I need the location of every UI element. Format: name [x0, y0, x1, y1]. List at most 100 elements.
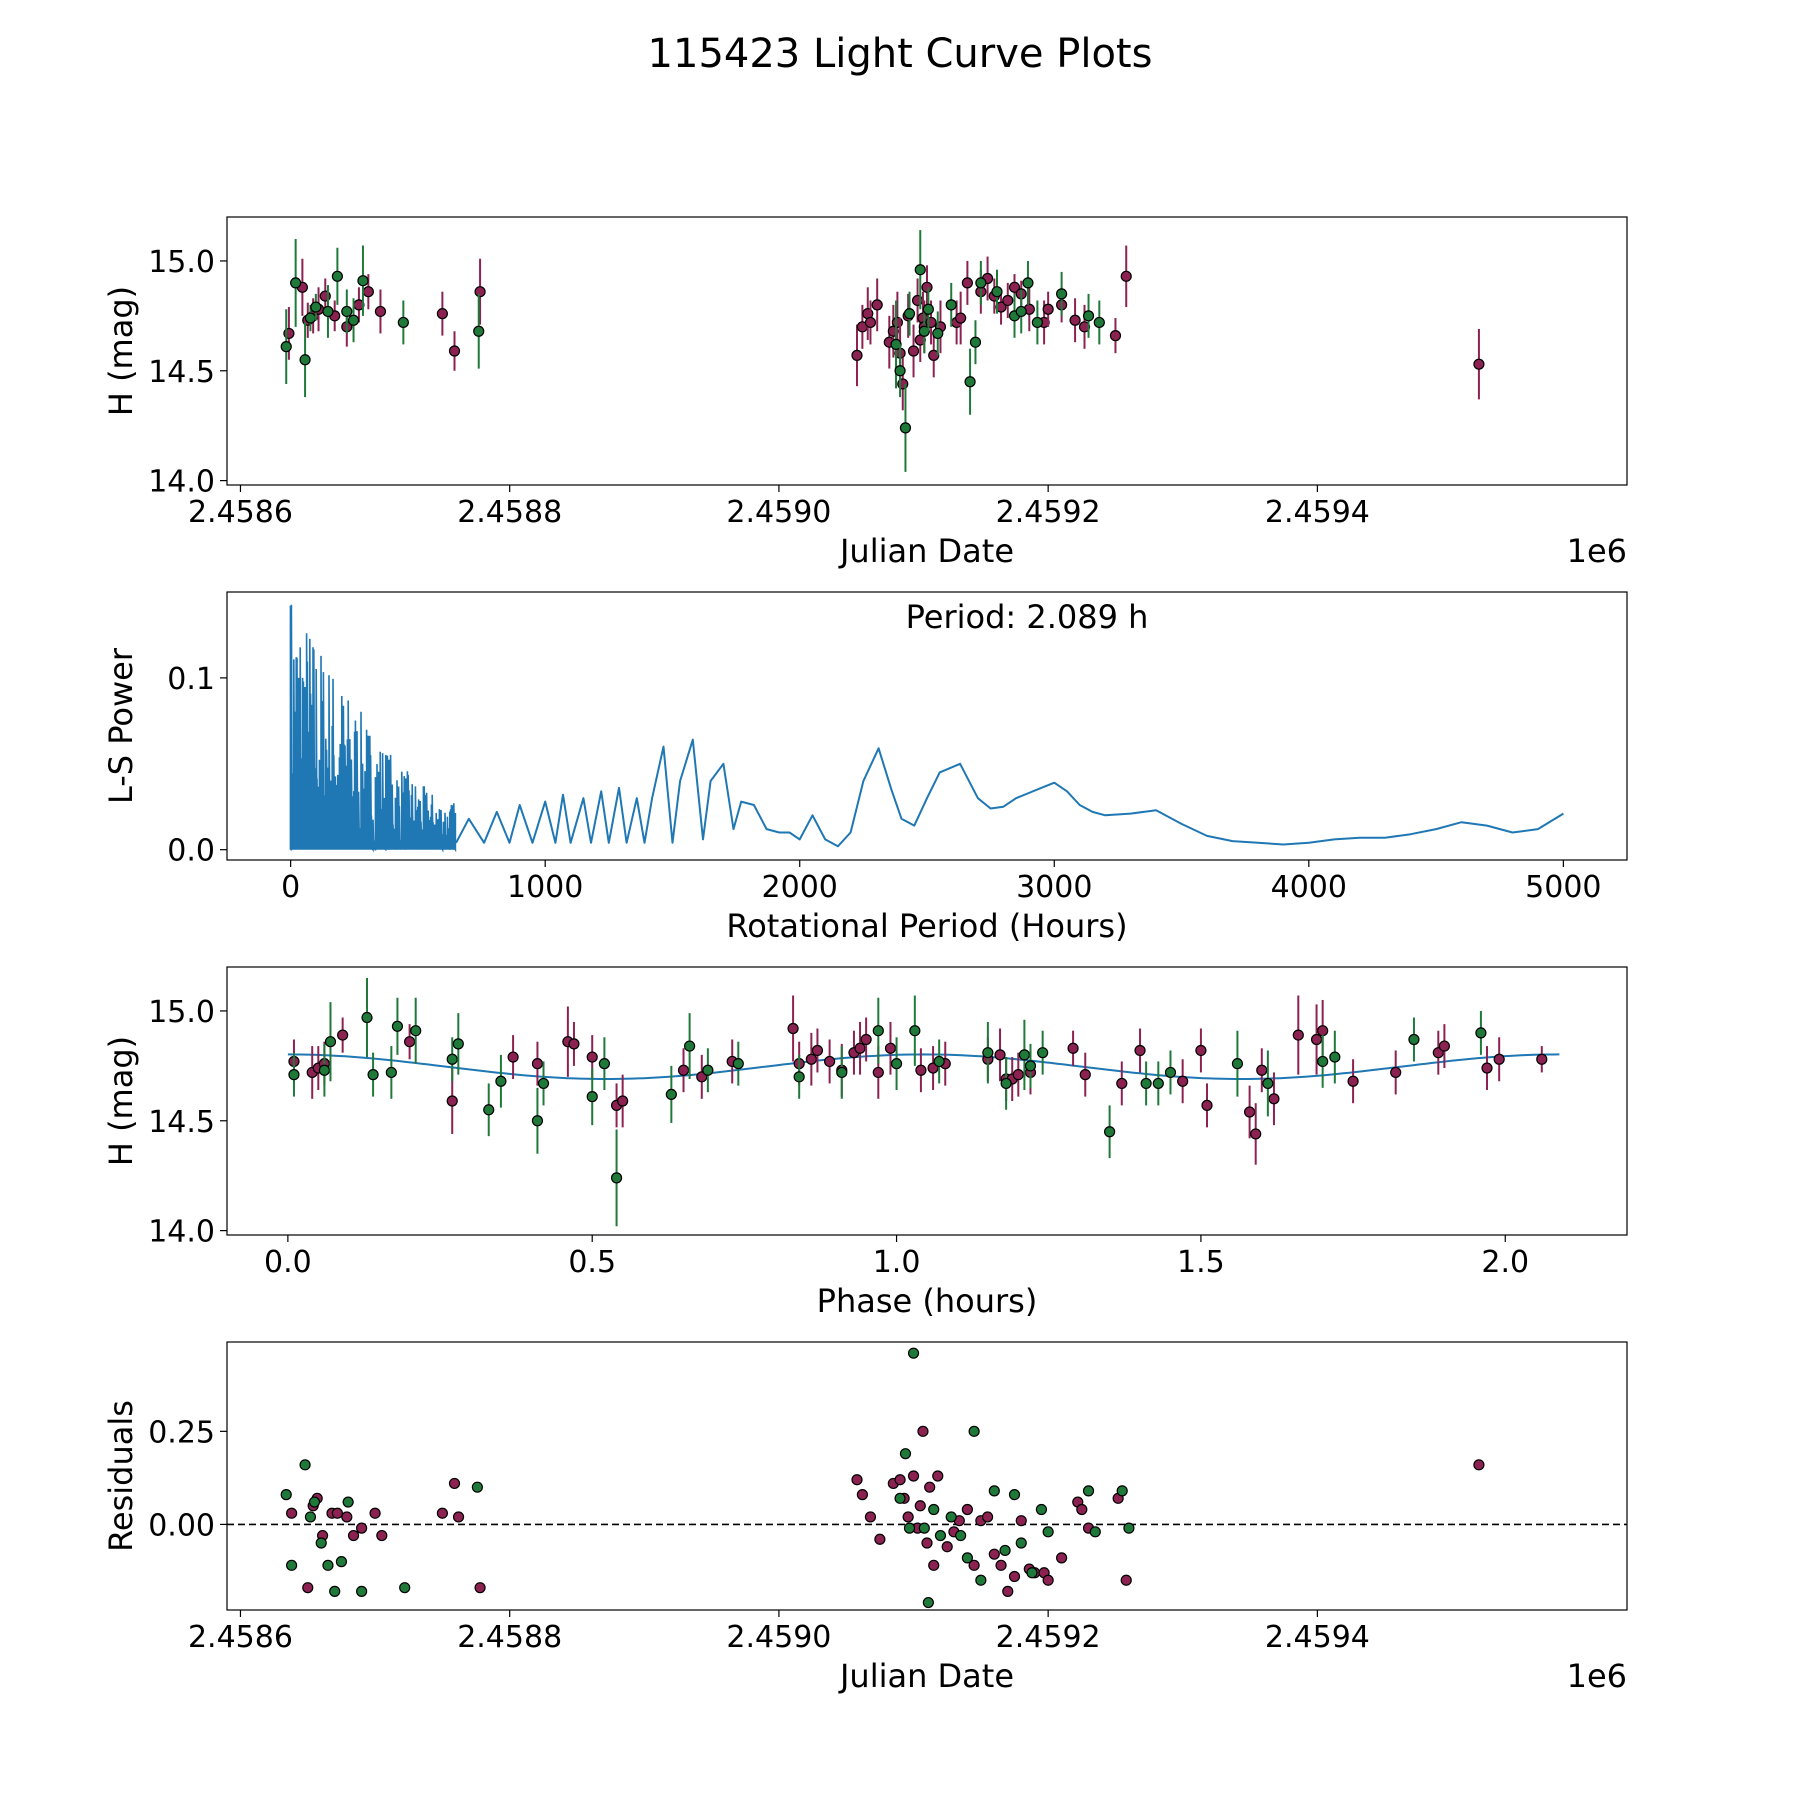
- data-point: [331, 1507, 343, 1519]
- data-point: [903, 1522, 916, 1534]
- x-offset-label: 1e6: [1567, 532, 1627, 570]
- data-point: [684, 1040, 696, 1052]
- data-point: [918, 1522, 930, 1534]
- data-point: [909, 1025, 921, 1037]
- data-point: [507, 1051, 519, 1063]
- x-axis-label: Phase (hours): [817, 1282, 1038, 1320]
- data-point: [356, 1522, 368, 1534]
- data-point: [1536, 1053, 1548, 1065]
- data-point: [975, 277, 987, 289]
- data-point: [1195, 1044, 1207, 1057]
- data-point: [856, 1489, 868, 1501]
- data-point: [1037, 1047, 1049, 1059]
- data-point: [356, 1585, 368, 1597]
- data-point: [369, 1507, 381, 1519]
- data-point: [376, 1529, 388, 1542]
- y-tick-label: 0.0: [167, 834, 215, 869]
- series-series_b: [280, 230, 1105, 472]
- data-point: [1008, 281, 1021, 293]
- data-point: [1262, 1077, 1274, 1090]
- data-point: [1015, 305, 1027, 318]
- x-axis-label: Rotational Period (Hours): [726, 907, 1127, 945]
- data-point: [981, 1511, 994, 1523]
- data-point: [1031, 316, 1043, 329]
- data-point: [1042, 303, 1054, 315]
- data-point: [474, 1582, 486, 1594]
- data-point: [1231, 1058, 1244, 1070]
- x-tick-label: 0.0: [264, 1245, 312, 1280]
- data-point: [968, 1425, 980, 1437]
- y-tick-label: 14.0: [148, 1215, 215, 1250]
- data-point: [677, 1064, 690, 1076]
- data-point: [1292, 1029, 1304, 1041]
- period-annotation: Period: 2.089 h: [906, 598, 1149, 636]
- x-tick-label: 1000: [507, 870, 583, 905]
- data-point: [914, 1500, 926, 1512]
- data-point: [915, 1064, 927, 1076]
- data-point: [1042, 1574, 1054, 1586]
- x-tick-label: 1.0: [873, 1245, 921, 1280]
- data-point: [324, 1036, 337, 1048]
- data-point: [921, 281, 933, 293]
- periodogram-line: [455, 738, 1564, 848]
- data-point: [1008, 1570, 1021, 1583]
- data-point: [968, 1559, 980, 1571]
- data-point: [1152, 1077, 1164, 1090]
- axes-frame: [226, 216, 1628, 486]
- data-point: [399, 1582, 411, 1594]
- y-tick-label: 15.0: [148, 245, 215, 280]
- data-point: [871, 299, 883, 311]
- data-point: [341, 1511, 353, 1523]
- data-point: [1134, 1044, 1146, 1057]
- x-tick-label: 2.4588: [457, 1620, 562, 1655]
- data-point: [933, 1055, 945, 1068]
- data-point: [1109, 330, 1122, 342]
- y-tick-label: 15.0: [148, 995, 215, 1030]
- data-point: [864, 1511, 877, 1523]
- data-point: [483, 1104, 495, 1116]
- data-point: [531, 1058, 544, 1070]
- axes-frame: [226, 591, 1628, 861]
- data-point: [914, 264, 926, 276]
- data-point: [1069, 314, 1081, 326]
- data-point: [665, 1088, 677, 1101]
- data-point: [436, 1507, 448, 1519]
- x-tick-label: 3000: [1016, 870, 1092, 905]
- data-point: [854, 1042, 866, 1054]
- data-point: [928, 1503, 940, 1516]
- data-point: [961, 1552, 973, 1564]
- data-point: [286, 1507, 298, 1519]
- x-tick-label: 2.4592: [996, 495, 1101, 530]
- x-axis-label: Julian Date: [838, 1657, 1014, 1695]
- data-point: [1026, 1567, 1038, 1579]
- data-point: [1002, 1585, 1014, 1597]
- data-point: [894, 365, 906, 377]
- data-point: [955, 1529, 967, 1542]
- data-point: [851, 349, 863, 361]
- panel-phased-curve: 0.0 0.5 1.0 1.5 2.0 14.0 14.5 15.0 Phase (hours)…: [102, 966, 1628, 1320]
- series-series_b: [288, 977, 1487, 1227]
- data-point: [337, 1029, 349, 1041]
- data-point: [1116, 1485, 1128, 1497]
- data-point: [1475, 1027, 1487, 1039]
- data-point: [1473, 1459, 1485, 1471]
- panel-residuals: 2.4586 2.4588 2.4590 2.4592 2.4594 0.00 0.25 Ju…: [102, 1341, 1628, 1695]
- data-point: [1067, 1042, 1079, 1054]
- data-point: [1015, 1537, 1027, 1549]
- data-point: [793, 1071, 805, 1083]
- data-point: [1120, 1574, 1132, 1586]
- data-point: [531, 1115, 544, 1127]
- data-point: [836, 1066, 848, 1079]
- data-point: [811, 1044, 824, 1057]
- data-point: [805, 1053, 817, 1065]
- data-point: [975, 1574, 987, 1586]
- data-point: [1082, 310, 1095, 322]
- data-point: [495, 1075, 507, 1087]
- x-offset-label: 1e6: [1567, 1657, 1627, 1695]
- data-point: [924, 1481, 936, 1493]
- data-point: [308, 1496, 321, 1508]
- y-axis-label: L-S Power: [102, 647, 140, 804]
- data-point: [824, 1055, 836, 1068]
- data-point: [961, 1503, 973, 1516]
